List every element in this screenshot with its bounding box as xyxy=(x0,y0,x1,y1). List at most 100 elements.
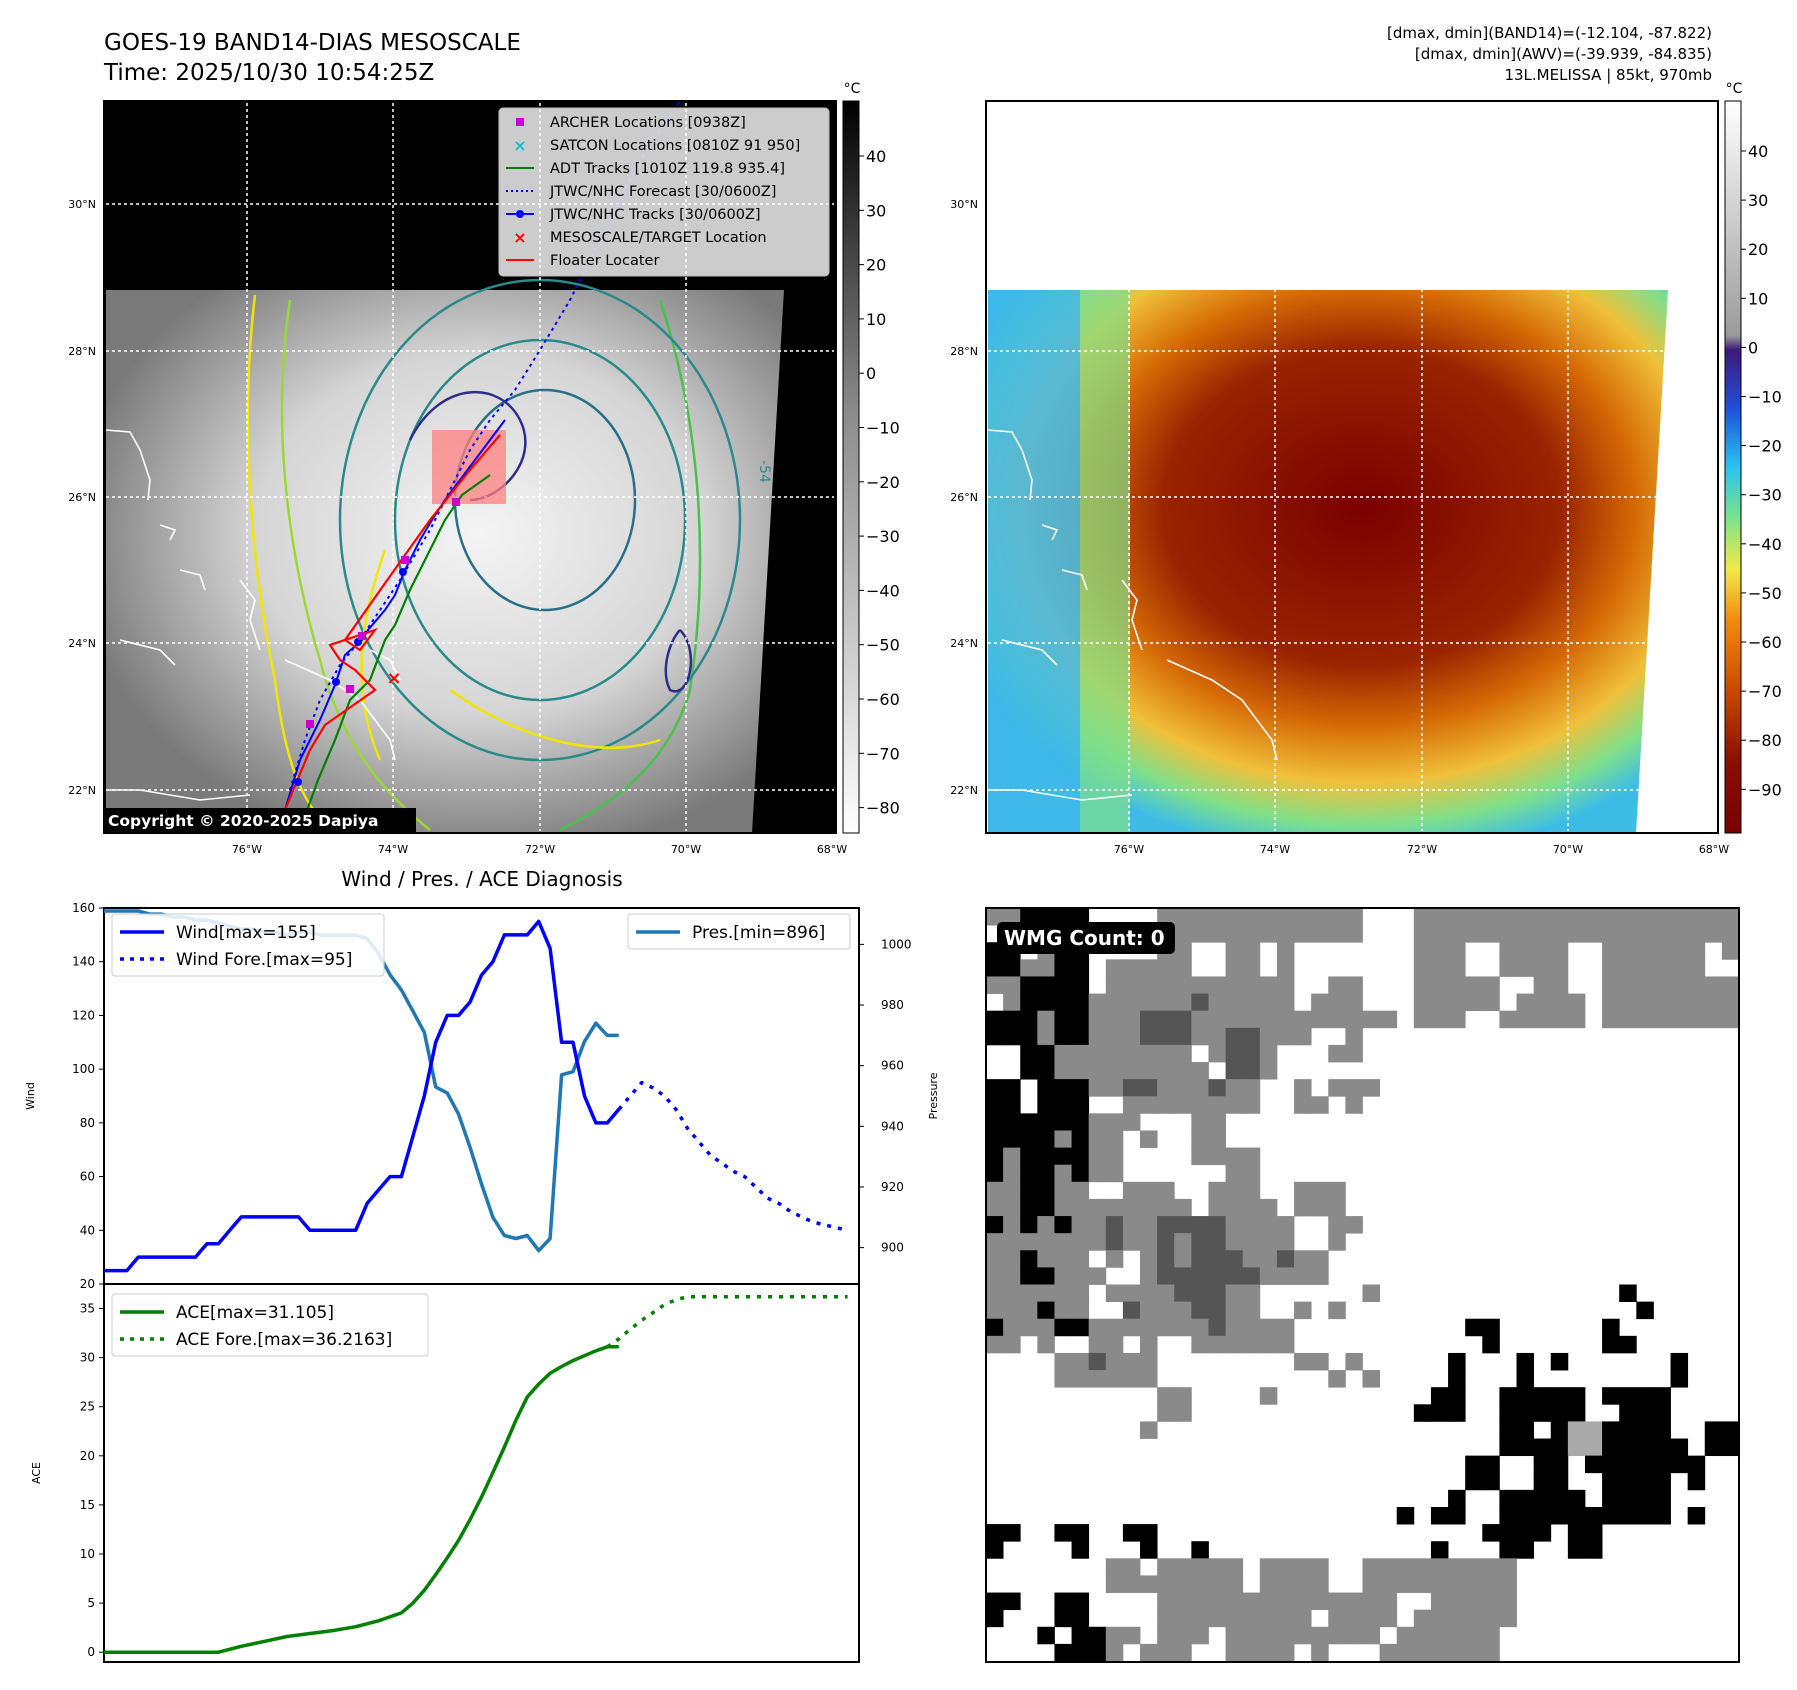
legend-label: ARCHER Locations [0938Z] xyxy=(550,115,746,131)
wmg-pixel xyxy=(1619,1472,1637,1491)
wmg-pixel xyxy=(1122,1284,1141,1303)
color-colorbar-tick: −10 xyxy=(1748,388,1782,407)
band14-minmax: [dmax, dmin](BAND14)=(-12.104, -87.822) xyxy=(1387,24,1712,42)
wmg-pixel xyxy=(1311,993,1329,1012)
wmg-pixel xyxy=(1191,1284,1209,1303)
wmg-pixel xyxy=(1208,1335,1226,1354)
wmg-pixel xyxy=(1054,1216,1072,1234)
wmg-pixel xyxy=(1550,1472,1569,1491)
wmg-pixel xyxy=(1037,1147,1055,1166)
wmg-pixel xyxy=(1653,1506,1671,1525)
wmg-pixel xyxy=(1430,1592,1449,1611)
wmg-pixel xyxy=(1140,959,1158,977)
wmg-pixel xyxy=(1105,1062,1124,1080)
wmg-pixel xyxy=(1191,1096,1209,1114)
wmg-pixel xyxy=(1533,1524,1552,1542)
wmg-pixel xyxy=(1071,1010,1090,1029)
wmg-pixel xyxy=(1567,908,1586,926)
wmg-pixel xyxy=(1122,959,1141,977)
wmg-pixel xyxy=(1140,1301,1158,1320)
wmg-pixel xyxy=(1071,1592,1090,1611)
wmg-pixel xyxy=(1037,1113,1055,1131)
wmg-pixel xyxy=(1054,1233,1072,1251)
wmg-pixel xyxy=(1225,1643,1244,1662)
wmg-pixel xyxy=(1174,993,1192,1012)
wmg-pixel xyxy=(1499,1592,1517,1611)
wmg-pixel xyxy=(1259,1626,1278,1645)
wmg-pixel xyxy=(1088,993,1107,1012)
wmg-pixel xyxy=(1670,942,1689,960)
wmg-pixel xyxy=(1157,1010,1175,1029)
wmg-pixel xyxy=(1550,1506,1569,1525)
wmg-pixel xyxy=(1140,1044,1158,1063)
wmg-pixel xyxy=(1003,1250,1021,1268)
wmg-pixel xyxy=(1242,1626,1261,1645)
wmg-pixel xyxy=(1242,908,1261,926)
wmg-pixel xyxy=(1448,1387,1466,1405)
wmg-pixel xyxy=(1276,976,1295,994)
wmg-pixel xyxy=(1037,1335,1055,1354)
wmg-pixel xyxy=(1054,976,1072,994)
wmg-pixel xyxy=(1105,1044,1124,1063)
wmg-pixel xyxy=(1054,1044,1072,1063)
wmg-pixel xyxy=(1191,1027,1209,1046)
wmg-pixel xyxy=(1482,1643,1500,1662)
color-lon-tick: 68°W xyxy=(1699,843,1729,856)
wind-ylabel: Wind xyxy=(24,1082,37,1110)
wind-tick: 80 xyxy=(80,1116,95,1130)
wmg-pixel xyxy=(1105,1558,1124,1576)
wmg-pixel xyxy=(1550,1352,1569,1371)
gray-colorbar-tick: −50 xyxy=(866,636,900,655)
wmg-pixel xyxy=(1294,1575,1312,1593)
wmg-pixel xyxy=(1208,1079,1226,1097)
wmg-pixel xyxy=(1499,1541,1517,1559)
ir-lon-tick: 72°W xyxy=(525,843,555,856)
wmg-pixel xyxy=(986,1010,1004,1029)
gray-colorbar-tick: −30 xyxy=(866,527,900,546)
wmg-pixel xyxy=(986,1216,1004,1234)
wmg-pixel xyxy=(1602,1335,1620,1354)
wmg-pixel xyxy=(986,1164,1004,1183)
wmg-pixel xyxy=(1054,1079,1072,1097)
wmg-pixel xyxy=(1054,1164,1072,1183)
wmg-pixel xyxy=(1448,1404,1466,1422)
wmg-pixel xyxy=(1448,993,1466,1012)
wmg-pixel xyxy=(1242,1284,1261,1303)
wmg-pixel xyxy=(1448,1489,1466,1508)
color-lon-tick: 72°W xyxy=(1407,843,1437,856)
color-colorbar-tick: 30 xyxy=(1748,191,1768,210)
wmg-pixel xyxy=(1345,976,1363,994)
wmg-pixel xyxy=(1430,942,1449,960)
wmg-pixel xyxy=(1533,1438,1552,1457)
wmg-pixel xyxy=(1516,942,1535,960)
wmg-pixel xyxy=(986,1079,1004,1097)
wmg-pixel xyxy=(1602,1506,1620,1525)
color-lon-tick: 74°W xyxy=(1260,843,1290,856)
wmg-pixel xyxy=(1567,1404,1586,1422)
wmg-pixel xyxy=(1328,1216,1346,1234)
wmg-pixel xyxy=(1242,1233,1261,1251)
wmg-pixel xyxy=(1037,993,1055,1012)
wmg-pixel xyxy=(1294,1079,1312,1097)
wmg-pixel xyxy=(1345,1626,1363,1645)
wmg-pixel xyxy=(1191,1558,1209,1576)
wmg-pixel xyxy=(1191,1233,1209,1251)
wmg-pixel xyxy=(1174,1643,1192,1662)
gray-colorbar-tick: 0 xyxy=(866,364,876,383)
wmg-pixel xyxy=(1670,1455,1689,1474)
wmg-pixel xyxy=(1105,1147,1124,1166)
wmg-pixel xyxy=(1482,1626,1500,1645)
wmg-pixel xyxy=(1465,1455,1483,1474)
wmg-pixel xyxy=(1157,1096,1175,1114)
wmg-pixel xyxy=(1242,1643,1261,1662)
wmg-pixel xyxy=(1653,908,1671,926)
wmg-pixel xyxy=(1020,1027,1038,1046)
figure-title: GOES-19 BAND14-DIAS MESOSCALE xyxy=(104,30,521,56)
wmg-pixel xyxy=(1054,1250,1072,1268)
wmg-pixel xyxy=(1550,959,1569,977)
wmg-pixel xyxy=(1362,1010,1381,1029)
wmg-pixel xyxy=(1037,1079,1055,1097)
ace-panel: 35 30 25 20 15 10 5 0 ACE[max=31.105] ACE Fore.[m… xyxy=(30,1283,860,1663)
wmg-pixel xyxy=(1157,1198,1175,1217)
wmg-pixel xyxy=(1345,1044,1363,1063)
